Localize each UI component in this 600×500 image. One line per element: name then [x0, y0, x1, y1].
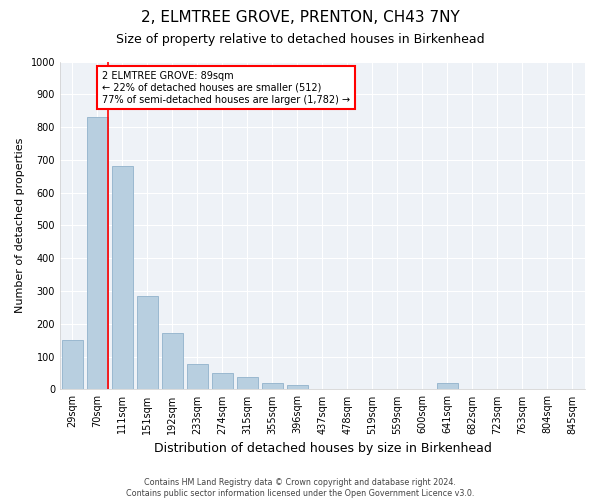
X-axis label: Distribution of detached houses by size in Birkenhead: Distribution of detached houses by size …	[154, 442, 491, 455]
Text: Contains HM Land Registry data © Crown copyright and database right 2024.
Contai: Contains HM Land Registry data © Crown c…	[126, 478, 474, 498]
Text: Size of property relative to detached houses in Birkenhead: Size of property relative to detached ho…	[116, 32, 484, 46]
Bar	[262, 383, 283, 390]
Text: 2, ELMTREE GROVE, PRENTON, CH43 7NY: 2, ELMTREE GROVE, PRENTON, CH43 7NY	[140, 10, 460, 25]
Text: 2 ELMTREE GROVE: 89sqm
← 22% of detached houses are smaller (512)
77% of semi-de: 2 ELMTREE GROVE: 89sqm ← 22% of detached…	[102, 72, 350, 104]
Bar	[137, 296, 158, 390]
Y-axis label: Number of detached properties: Number of detached properties	[15, 138, 25, 313]
Bar	[437, 383, 458, 390]
Bar	[112, 166, 133, 390]
Bar	[287, 386, 308, 390]
Bar	[187, 364, 208, 390]
Bar	[237, 377, 258, 390]
Bar	[62, 340, 83, 390]
Bar	[87, 117, 108, 390]
Bar	[162, 333, 183, 390]
Bar	[212, 373, 233, 390]
